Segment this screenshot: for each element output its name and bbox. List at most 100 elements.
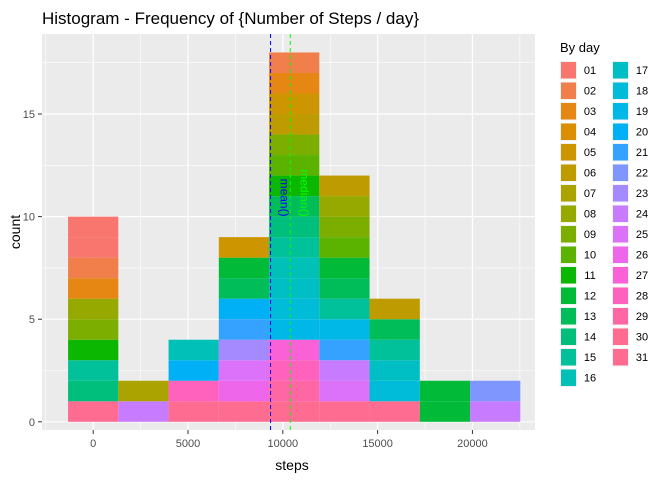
legend-label-day-03: 03 bbox=[584, 106, 596, 118]
bar-segment-day-03 bbox=[68, 278, 119, 299]
legend-label-day-13: 13 bbox=[584, 311, 596, 323]
bar-segment-day-27 bbox=[269, 339, 320, 361]
bar-segment-day-10 bbox=[269, 155, 320, 176]
y-tick-label: 0 bbox=[29, 417, 35, 429]
legend-swatch-day-08 bbox=[561, 205, 576, 222]
y-axis-title: count bbox=[7, 215, 23, 249]
bar-segment-day-12 bbox=[419, 401, 471, 422]
legend-swatch-day-17 bbox=[613, 62, 628, 79]
legend-swatch-day-30 bbox=[613, 328, 628, 345]
legend-label-day-07: 07 bbox=[584, 188, 596, 200]
x-tick-label: 5000 bbox=[176, 438, 200, 450]
bar-segment-day-01 bbox=[68, 216, 119, 238]
bar-segment-day-14 bbox=[68, 380, 119, 402]
y-tick-label: 10 bbox=[23, 212, 35, 224]
legend-swatch-day-11 bbox=[561, 267, 576, 284]
legend-label-day-18: 18 bbox=[636, 86, 648, 98]
bar-segment-day-09 bbox=[269, 134, 320, 156]
legend-swatch-day-16 bbox=[561, 369, 576, 386]
bar-segment-day-29 bbox=[269, 380, 320, 402]
legend-swatch-day-12 bbox=[561, 287, 576, 304]
bar-segment-day-20 bbox=[168, 360, 219, 381]
legend-label-day-05: 05 bbox=[584, 147, 596, 159]
legend-label-day-30: 30 bbox=[636, 332, 648, 344]
legend-swatch-day-20 bbox=[613, 123, 628, 140]
legend-label-day-19: 19 bbox=[636, 106, 648, 118]
legend-label-day-14: 14 bbox=[584, 332, 596, 344]
legend-label-day-17: 17 bbox=[636, 65, 648, 77]
legend-label-day-06: 06 bbox=[584, 168, 596, 180]
legend-swatch-day-18 bbox=[613, 82, 628, 99]
legend-swatch-day-23 bbox=[613, 185, 628, 202]
bar-segment-day-31 bbox=[319, 401, 370, 422]
y-axis-ticks: 0 5 10 15 bbox=[23, 109, 42, 429]
bar-segment-day-26 bbox=[218, 380, 270, 402]
bar-segment-day-19 bbox=[269, 319, 320, 340]
legend-label-day-15: 15 bbox=[584, 352, 596, 364]
legend-label-day-10: 10 bbox=[584, 250, 596, 262]
legend-label-day-02: 02 bbox=[584, 86, 596, 98]
x-tick-label: 15000 bbox=[362, 438, 393, 450]
reference-lines: mean() median() bbox=[270, 34, 311, 430]
bar-segment-day-23 bbox=[218, 339, 270, 361]
legend-swatch-day-22 bbox=[613, 164, 628, 181]
bar-segment-day-09 bbox=[68, 319, 119, 340]
legend-swatch-day-28 bbox=[613, 287, 628, 304]
legend-swatch-day-01 bbox=[561, 62, 576, 79]
bar-segment-day-08 bbox=[68, 298, 119, 320]
legend-label-day-26: 26 bbox=[636, 250, 648, 262]
bar-segment-day-15 bbox=[68, 360, 119, 381]
legend-label-day-09: 09 bbox=[584, 229, 596, 241]
legend-label-day-28: 28 bbox=[636, 291, 648, 303]
legend-label-day-31: 31 bbox=[636, 352, 648, 364]
bar-segment-day-01 bbox=[68, 237, 119, 258]
bar-segment-day-31 bbox=[369, 401, 420, 422]
legend-label-day-01: 01 bbox=[584, 65, 596, 77]
legend-swatch-day-03 bbox=[561, 103, 576, 120]
bar-segment-day-13 bbox=[218, 278, 270, 299]
bar-segment-day-31 bbox=[218, 401, 270, 422]
legend-label-day-12: 12 bbox=[584, 291, 596, 303]
bar-segment-day-13 bbox=[369, 319, 420, 340]
bar-segment-day-15 bbox=[269, 237, 320, 258]
bar-segment-day-13 bbox=[319, 278, 370, 299]
legend-swatch-day-24 bbox=[613, 205, 628, 222]
legend-label-day-23: 23 bbox=[636, 188, 648, 200]
bar-segment-day-20 bbox=[218, 298, 270, 320]
bar-segment-day-31 bbox=[269, 401, 320, 422]
legend-label-day-16: 16 bbox=[584, 373, 596, 385]
x-axis-ticks: 0 5000 10000 15000 20000 bbox=[90, 430, 488, 450]
bar-segment-day-25 bbox=[319, 380, 370, 402]
legend-label-day-22: 22 bbox=[636, 168, 648, 180]
legend-swatch-day-25 bbox=[613, 226, 628, 243]
legend-label-day-27: 27 bbox=[636, 270, 648, 282]
bar-segment-day-06 bbox=[369, 298, 420, 320]
y-tick-label: 15 bbox=[23, 109, 35, 121]
bar-segment-day-24 bbox=[319, 360, 370, 381]
legend-swatch-day-10 bbox=[561, 246, 576, 263]
bar-segment-day-18 bbox=[269, 298, 320, 320]
legend-swatch-day-31 bbox=[613, 349, 628, 366]
legend-swatch-day-09 bbox=[561, 226, 576, 243]
histogram-bars bbox=[68, 52, 521, 422]
bar-segment-day-06 bbox=[319, 175, 370, 197]
legend-swatch-day-14 bbox=[561, 328, 576, 345]
bar-segment-day-10 bbox=[319, 237, 370, 258]
bar-segment-day-28 bbox=[168, 380, 219, 402]
bar-segment-day-12 bbox=[419, 380, 471, 402]
bar-segment-day-18 bbox=[369, 380, 420, 402]
bar-segment-day-21 bbox=[218, 319, 270, 340]
bar-segment-day-06 bbox=[269, 114, 320, 135]
legend-swatch-day-19 bbox=[613, 103, 628, 120]
bar-segment-day-24 bbox=[118, 401, 169, 422]
bar-segment-day-21 bbox=[319, 339, 370, 361]
bar-segment-day-17 bbox=[369, 360, 420, 381]
bar-segment-day-22 bbox=[470, 380, 521, 402]
legend-title: By day bbox=[560, 40, 600, 55]
bar-segment-day-24 bbox=[470, 401, 521, 422]
x-tick-label: 0 bbox=[90, 438, 96, 450]
bar-segment-day-16 bbox=[168, 339, 219, 361]
bar-segment-day-08 bbox=[319, 196, 370, 217]
legend-swatch-day-06 bbox=[561, 164, 576, 181]
